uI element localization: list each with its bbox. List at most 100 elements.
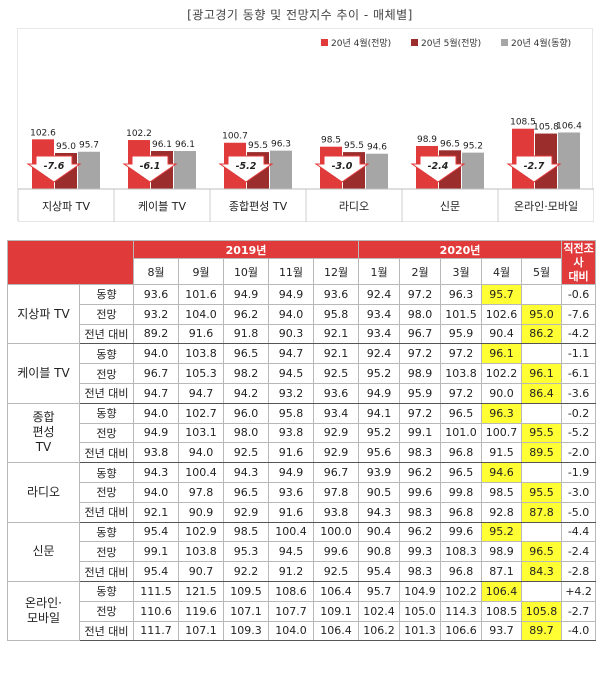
value-cell: 90.5 xyxy=(358,481,401,503)
value-cell: 94.7 xyxy=(178,382,224,404)
diff-label-2: -5.2 xyxy=(236,161,257,172)
value-cell: 104.9 xyxy=(399,580,442,602)
page-title: [광고경기 동향 및 전망지수 추이 - 매체별] xyxy=(187,8,413,22)
row-type-label: 전망 xyxy=(79,600,134,622)
media-label-line: 라디오 xyxy=(26,484,61,499)
value-cell: 97.2 xyxy=(399,343,442,365)
value-cell: 89.2 xyxy=(133,323,179,345)
legend-label-0: 20년 4월(전망) xyxy=(331,37,391,49)
prev-survey-header: 직전조사 대비 xyxy=(561,240,597,285)
value-cell: 94.3 xyxy=(358,501,401,523)
diff-cell: -2.7 xyxy=(561,600,597,622)
value-cell: 100.7 xyxy=(481,422,523,444)
value-cell: 93.6 xyxy=(312,284,360,305)
value-cell: 94.5 xyxy=(268,541,314,563)
value-cell: 95.8 xyxy=(268,402,314,424)
bar-chart: 20년 4월(전망) 20년 5월(전망) 20년 4월(동향)102.695.0 9… xyxy=(18,37,594,222)
value-cell: 92.9 xyxy=(312,442,360,464)
value-cell: 103.8 xyxy=(178,343,224,365)
row-type-label: 전망 xyxy=(79,481,134,503)
value-cell: 96.2 xyxy=(223,303,269,325)
value-cell: 98.3 xyxy=(399,501,442,523)
diff-arrow-1 xyxy=(122,155,178,183)
diff-arrow-4 xyxy=(410,155,466,183)
row-type-label: 동향 xyxy=(79,580,134,602)
row-type-label: 동향 xyxy=(79,521,134,543)
value-cell: 96.7 xyxy=(312,462,360,483)
table-row: 전년 대비 89.2 91.6 91.8 90.3 92.1 93.4 96.7 95.9 90.… xyxy=(8,323,597,345)
diff-arrow-5 xyxy=(506,155,562,183)
value-cell: 94.7 xyxy=(133,382,179,404)
prev-survey-header-line2: 대비 xyxy=(568,269,589,283)
diff-cell: -5.2 xyxy=(561,422,597,444)
value-cell: 94.1 xyxy=(358,402,401,424)
value-cell xyxy=(521,343,563,365)
value-cell: 101.3 xyxy=(399,620,442,642)
diff-cell: -4.2 xyxy=(561,323,597,345)
value-cell: 95.9 xyxy=(399,382,442,404)
value-cell: 96.5 xyxy=(521,541,563,563)
value-cell: 98.3 xyxy=(399,561,442,582)
category-cell-2 xyxy=(209,188,307,222)
table-row: 전년 대비 94.7 94.7 94.2 93.2 93.6 94.9 95.9 97.2 90.… xyxy=(8,382,597,404)
value-cell: 93.6 xyxy=(268,481,314,503)
table-corner xyxy=(7,240,134,285)
value-cell: 92.4 xyxy=(358,284,401,305)
value-cell: 94.7 xyxy=(268,343,314,365)
bar-value-4-0: 98.9 xyxy=(417,135,437,145)
value-cell: 93.2 xyxy=(133,303,179,325)
row-type-label: 동향 xyxy=(79,402,134,424)
bar-3-2 xyxy=(366,153,388,189)
table-row: 전망 99.1 103.8 95.3 94.5 99.6 90.8 99.3 108.3 98.9… xyxy=(8,541,597,563)
value-cell: 99.6 xyxy=(399,481,442,503)
value-cell: 102.4 xyxy=(358,600,401,622)
value-cell: 107.1 xyxy=(223,600,269,622)
value-cell: 90.3 xyxy=(268,323,314,345)
value-cell: 96.5 xyxy=(223,343,269,365)
value-cell: 95.8 xyxy=(312,303,360,325)
legend-label-1: 20년 5월(전망) xyxy=(421,37,481,49)
row-type-label: 전년 대비 xyxy=(79,561,134,582)
row-type-label: 전망 xyxy=(79,541,134,563)
value-cell: 92.4 xyxy=(358,343,401,365)
value-cell xyxy=(521,284,563,305)
category-label-4: 신문 xyxy=(440,200,460,213)
table-row: 전망 93.2 104.0 96.2 94.0 95.8 93.4 98.0 101.5 102.… xyxy=(8,303,597,325)
table-row: 전망 96.7 105.3 98.2 94.5 92.5 95.2 98.9 103.8 102.… xyxy=(8,363,597,384)
category-label-2: 종합편성 TV xyxy=(229,200,288,213)
value-cell: 97.8 xyxy=(178,481,224,503)
value-cell: 91.6 xyxy=(268,442,314,464)
value-cell: 102.2 xyxy=(481,363,523,384)
value-cell: 89.7 xyxy=(521,620,563,642)
media-label-line: 신문 xyxy=(32,544,55,559)
diff-cell: -0.2 xyxy=(561,402,597,424)
diff-cell: -4.0 xyxy=(561,620,597,642)
media-label: 라디오 xyxy=(7,462,80,523)
media-label-line: 케이블 TV xyxy=(17,366,70,381)
value-cell: 99.6 xyxy=(440,521,483,543)
bar-value-4-1: 96.5 xyxy=(440,139,460,149)
bar-value-2-2: 96.3 xyxy=(271,140,291,150)
value-cell: 95.0 xyxy=(521,303,563,325)
month-header-0: 8월 xyxy=(133,258,179,285)
value-cell: 93.7 xyxy=(481,620,523,642)
value-cell: 103.1 xyxy=(178,422,224,444)
row-type-label: 동향 xyxy=(79,462,134,483)
month-header-8: 4월 xyxy=(481,258,523,285)
diff-cell: -5.0 xyxy=(561,501,597,523)
value-cell: 94.9 xyxy=(223,284,269,305)
value-cell: 97.2 xyxy=(399,402,442,424)
month-header-2: 10월 xyxy=(223,258,269,285)
table-row: 신문 동향 95.4 102.9 98.5 100.4 100.0 90.4 96.2 99.6 9… xyxy=(7,521,597,582)
value-cell: 89.5 xyxy=(521,442,563,464)
value-cell: 91.8 xyxy=(223,323,269,345)
value-cell: 106.2 xyxy=(358,620,401,642)
value-cell: 92.5 xyxy=(312,363,360,384)
table-row: 온라인· 모바일 동향 111.5 121.5 109.5 108.6 106.4 95.7 10… xyxy=(7,580,597,642)
bar-value-2-0: 100.7 xyxy=(222,132,248,142)
value-cell: 95.4 xyxy=(358,561,401,582)
category-label-1: 케이블 TV xyxy=(138,200,187,213)
table-row: 라디오 동향 94.3 100.4 94.3 94.9 96.7 93.9 96.2 96.5 94… xyxy=(7,462,597,523)
diff-cell: +4.2 xyxy=(561,580,597,602)
value-cell: 95.9 xyxy=(440,323,483,345)
